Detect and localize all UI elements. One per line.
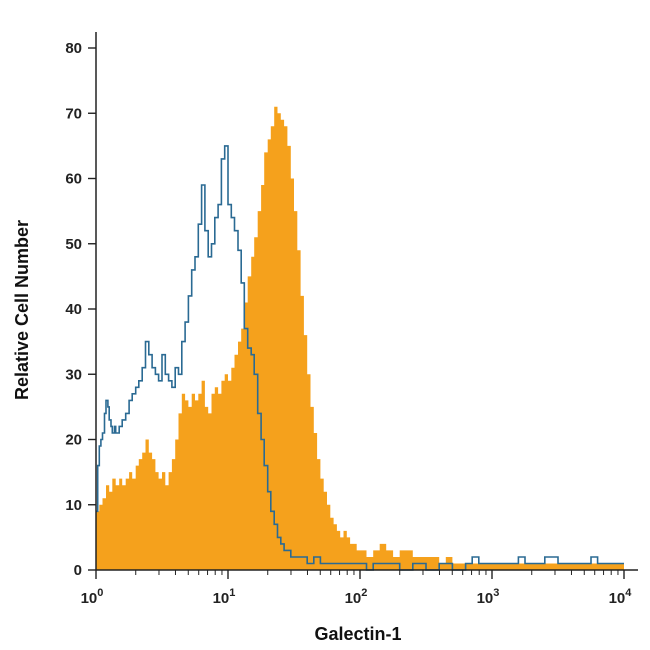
y-tick-label: 80: [65, 40, 82, 57]
x-tick-label: 102: [345, 587, 368, 607]
y-tick-label: 70: [65, 105, 82, 122]
outline-histogram-line: [96, 145, 624, 571]
x-axis-ticks: 100 101 102 103 104: [81, 570, 633, 607]
y-tick-label: 40: [65, 301, 82, 318]
y-tick-label: 10: [65, 497, 82, 514]
y-tick-label: 0: [74, 562, 82, 579]
y-tick-label: 20: [65, 432, 82, 449]
x-axis-title: Galectin-1: [314, 624, 401, 644]
filled-histogram-area: [96, 106, 624, 570]
outline-histogram-series: [96, 145, 624, 571]
y-axis-title: Relative Cell Number: [12, 220, 32, 400]
axes: [95, 32, 638, 571]
y-tick-label: 50: [65, 236, 82, 253]
y-tick-label: 30: [65, 366, 82, 383]
filled-histogram-series: [96, 106, 624, 570]
x-tick-label: 100: [81, 587, 104, 607]
y-axis-ticks: 0 10 20 30 40 50 60 70 80: [65, 40, 96, 579]
x-tick-label: 101: [213, 587, 236, 607]
x-tick-label: 103: [477, 587, 500, 607]
x-tick-label: 104: [609, 587, 633, 607]
y-tick-label: 60: [65, 171, 82, 188]
